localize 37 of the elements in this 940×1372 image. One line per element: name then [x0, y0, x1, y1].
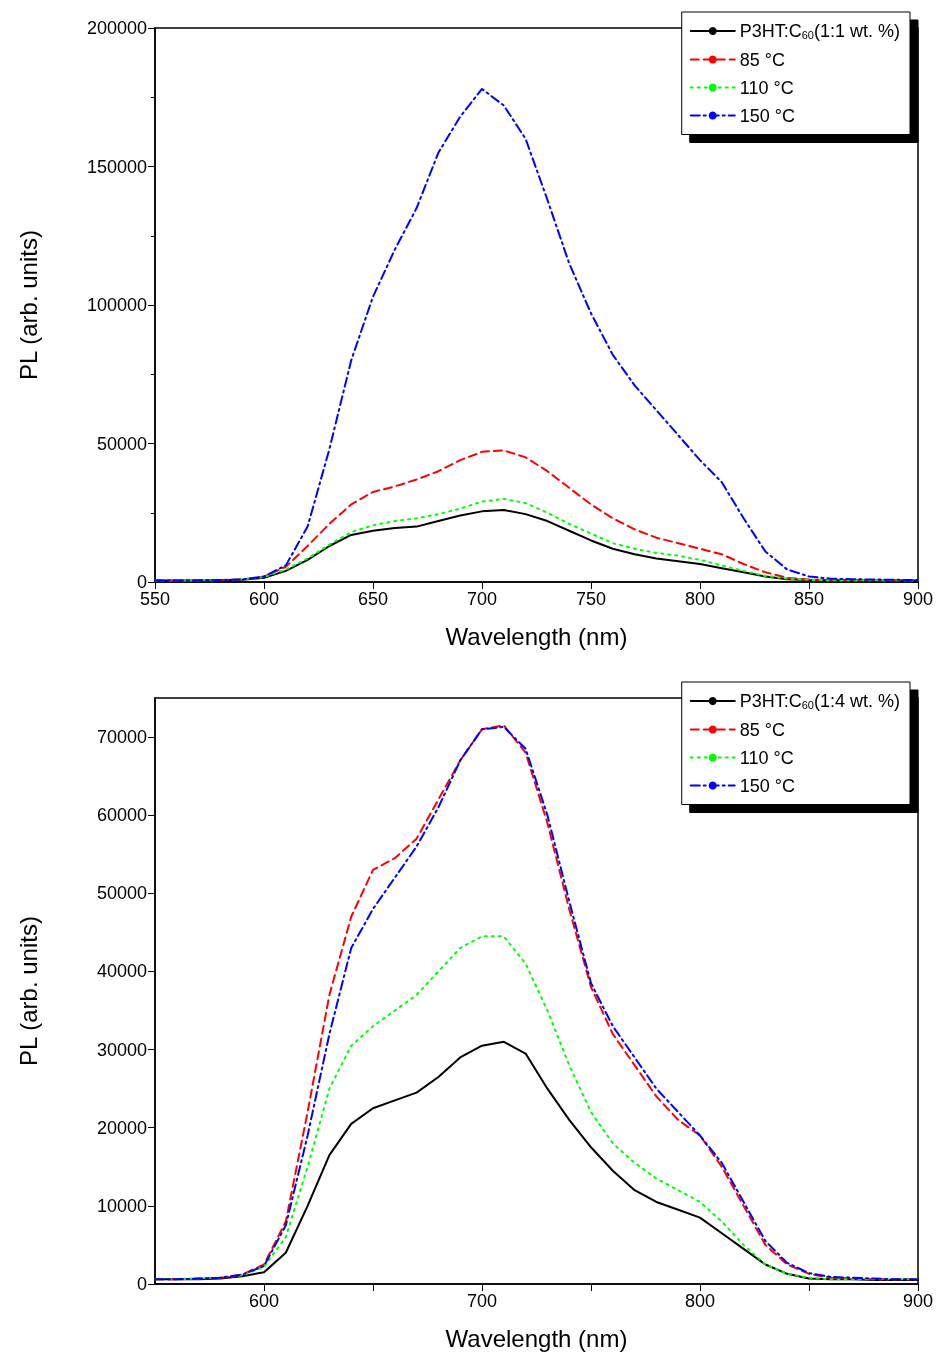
y-tick-label: 50000	[96, 883, 147, 904]
legend-label: 150 °C	[739, 775, 795, 796]
y-tick-label: 20000	[96, 1117, 147, 1138]
x-tick-label: 650	[357, 589, 389, 609]
y-tick-label: 50000	[96, 433, 147, 454]
y-tick-label: 60000	[96, 805, 147, 826]
legend-label: 110 °C	[739, 747, 794, 768]
x-tick-label: 750	[575, 589, 607, 609]
x-tick-label: 800	[684, 589, 716, 609]
x-tick-label: 550	[139, 589, 171, 609]
y-tick-label: 0	[136, 1274, 147, 1294]
y-axis-title: PL (arb. units)	[14, 230, 42, 380]
x-tick-label: 900	[902, 589, 934, 609]
y-tick-label: 70000	[96, 727, 147, 748]
x-tick-label: 700	[466, 589, 498, 609]
x-tick-label: 700	[466, 1291, 498, 1311]
legend-label: P3HT:C60(1:4 wt. %)	[739, 691, 901, 711]
y-tick-label: 40000	[96, 961, 147, 982]
x-tick-label: 600	[248, 589, 280, 609]
legend-label: P3HT:C60(1:1 wt. %)	[739, 21, 901, 41]
y-tick-label: 200000	[86, 18, 147, 38]
legend-label: 85 °C	[739, 49, 785, 70]
y-tick-label: 150000	[86, 156, 147, 177]
x-axis-title: Wavelength (nm)	[445, 622, 628, 650]
y-tick-label: 0	[136, 572, 147, 592]
legend-label: 85 °C	[739, 719, 785, 740]
legend-label: 110 °C	[739, 77, 794, 98]
y-tick-label: 30000	[96, 1039, 147, 1060]
y-tick-label: 10000	[96, 1195, 147, 1216]
legend-label: 150 °C	[739, 105, 795, 126]
y-axis-title: PL (arb. units)	[14, 916, 42, 1066]
x-tick-label: 850	[793, 589, 825, 609]
x-tick-label: 600	[248, 1291, 280, 1311]
y-tick-label: 100000	[86, 295, 147, 315]
x-tick-label: 800	[684, 1291, 716, 1311]
x-axis-title: Wavelength (nm)	[445, 1324, 628, 1352]
x-tick-label: 900	[902, 1291, 934, 1311]
